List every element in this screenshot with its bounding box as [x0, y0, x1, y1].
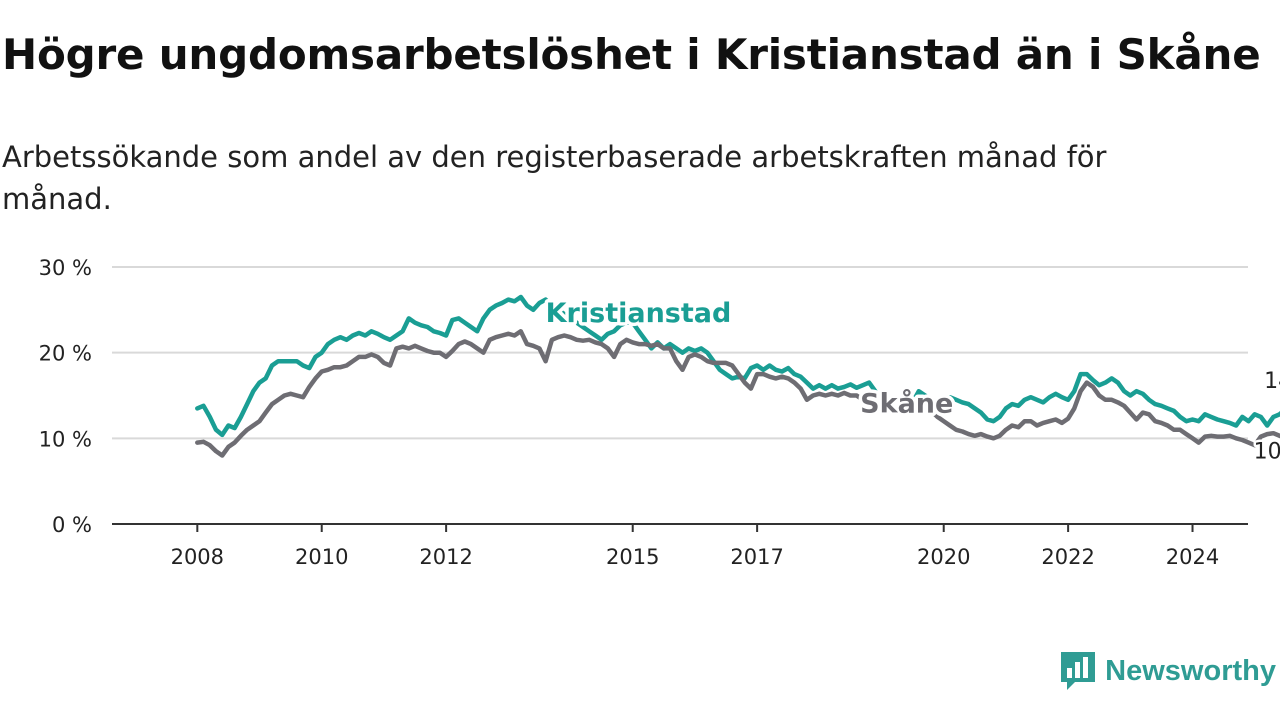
page-title: Högre ungdomsarbetslöshet i Kristianstad… [2, 30, 1261, 79]
chart-series [195, 294, 1280, 458]
series-line-kristianstad [195, 294, 1280, 438]
newsworthy-wordmark: Newsworthy [1105, 654, 1276, 687]
newsworthy-logo: Newsworthy [1061, 652, 1276, 690]
x-tick-label: 2024 [1166, 545, 1219, 569]
chart-labels: 14 % 10,9 % Kristianstad Skåne [542, 295, 1280, 468]
x-tick-label: 2020 [917, 545, 970, 569]
series-label-kristianstad: Kristianstad [546, 298, 732, 329]
line-chart: 0 % 10 % 20 % 30 % 2008 2010 2012 2015 2017 2020 2… [39, 256, 1280, 569]
y-tick-label: 10 % [39, 427, 92, 451]
x-tick-label: 2012 [419, 545, 472, 569]
y-tick-label: 20 % [39, 342, 92, 366]
end-value-label: 14 % [1264, 369, 1280, 394]
y-tick-label: 30 % [39, 256, 92, 280]
x-tick-label: 2008 [171, 545, 224, 569]
x-tick-label: 2017 [730, 545, 783, 569]
chart-subtitle: Arbetssökande som andel av den registerb… [2, 140, 1107, 216]
newsworthy-logo-icon [1061, 652, 1096, 690]
x-tick-label: 2022 [1041, 545, 1094, 569]
series-line-skane [195, 329, 1280, 458]
series-label-skane: Skåne [860, 388, 953, 420]
x-tick-label: 2015 [606, 545, 659, 569]
x-tick-label: 2010 [295, 545, 348, 569]
y-tick-label: 0 % [52, 513, 92, 537]
chart-axes: 0 % 10 % 20 % 30 % 2008 2010 2012 2015 2017 2020 2… [39, 256, 1248, 569]
end-value-label: 10,9 % [1254, 440, 1280, 465]
